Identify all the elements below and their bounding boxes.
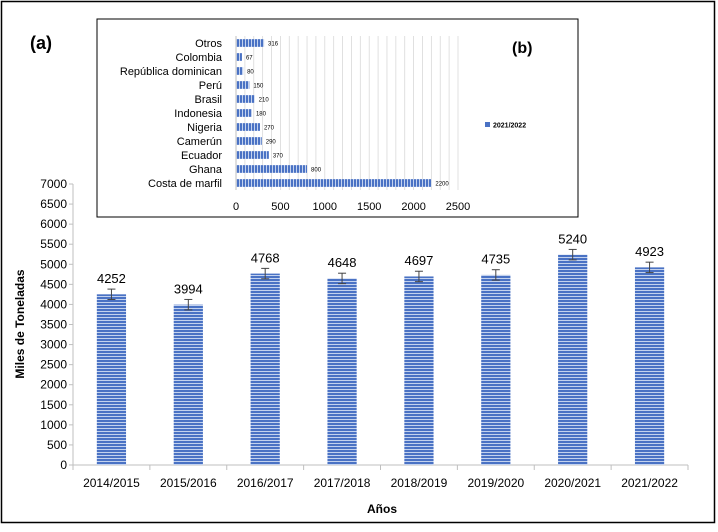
bar-2015-2016 [173, 304, 203, 465]
inset-data-label: 370 [273, 154, 284, 160]
x-tick-label: 2017/2018 [314, 476, 371, 490]
inset-x-tick-label: 500 [271, 201, 289, 213]
y-tick-label: 500 [47, 438, 67, 452]
inset-x-tick-label: 0 [233, 201, 239, 213]
inset-y-tick-label: Ecuador [181, 150, 222, 162]
data-label: 4648 [328, 255, 357, 270]
x-tick-label: 2018/2019 [391, 476, 448, 490]
y-axis-label: Miles de Toneladas [13, 269, 27, 378]
y-tick-label: 2000 [40, 378, 67, 392]
bar-2019-2020 [481, 274, 511, 465]
main-chart-bars: 4252 3994 4768 4648 4697 4735 5240 4923 [96, 231, 665, 465]
bar-2014-2015 [96, 294, 127, 465]
inset-y-tick-label: Camerún [177, 136, 222, 148]
inset-bar-camerún [236, 137, 262, 145]
y-tick-label: 3000 [40, 338, 67, 352]
y-tick-label: 5000 [40, 257, 67, 271]
data-label: 4923 [635, 244, 664, 259]
inset-y-tick-label: Brasil [194, 94, 222, 106]
inset-bar-perú [236, 81, 250, 89]
y-tick-label: 5500 [40, 237, 67, 251]
data-label: 4252 [97, 271, 126, 286]
bar-2021-2022 [634, 267, 665, 465]
inset-data-label: 210 [259, 98, 270, 104]
inset-data-label: 316 [268, 42, 279, 48]
inset-bar-costa-de-marfil [236, 179, 432, 187]
panel-label-a: (a) [30, 33, 52, 53]
legend-label: 2021/2022 [493, 123, 526, 130]
y-tick-label: 6000 [40, 217, 67, 231]
panel-label-b: (b) [512, 40, 532, 57]
inset-data-label: 150 [253, 84, 264, 90]
inset-y-tick-label: Otros [195, 38, 222, 50]
inset-y-tick-label: Costa de marfil [148, 178, 222, 190]
y-tick-label: 1000 [40, 418, 67, 432]
data-label: 4768 [251, 250, 280, 265]
inset-data-label: 270 [264, 126, 275, 132]
inset-bar-colombia [236, 53, 242, 61]
y-tick-label: 4000 [40, 297, 67, 311]
y-tick-label: 3500 [40, 318, 67, 332]
data-label: 3994 [174, 281, 203, 296]
y-tick-label: 0 [60, 458, 67, 472]
y-tick-label: 2500 [40, 358, 67, 372]
y-tick-label: 6500 [40, 197, 67, 211]
inset-legend: 2021/2022 [485, 122, 526, 130]
inset-bar-ecuador [236, 151, 269, 159]
inset-y-tick-label: Nigeria [187, 122, 223, 134]
inset-x-tick-label: 1000 [313, 201, 337, 213]
bar-2020-2021 [558, 254, 588, 465]
x-tick-label: 2016/2017 [237, 476, 294, 490]
x-tick-label: 2015/2016 [160, 476, 217, 490]
inset-data-label: 800 [311, 168, 322, 174]
x-tick-label: 2021/2022 [621, 476, 678, 490]
inset-bar-ghana [236, 165, 308, 173]
legend-swatch [485, 122, 490, 127]
inset-bar-república-dominican [236, 67, 244, 75]
inset-data-label: 180 [256, 112, 267, 118]
inset-y-tick-label: Colombia [176, 52, 223, 64]
data-label: 5240 [558, 231, 587, 246]
inset-y-tick-label: República dominican [120, 66, 222, 78]
inset-data-label: 67 [246, 56, 253, 62]
inset-chart-bars: 2200 800 370 290 270 180 210 150 80 67 316 [236, 39, 449, 188]
bar-2016-2017 [250, 273, 280, 465]
data-label: 4697 [404, 253, 433, 268]
inset-bar-indonesia [236, 109, 252, 117]
x-tick-label: 2020/2021 [544, 476, 601, 490]
data-label: 4735 [481, 252, 510, 267]
inset-data-label: 80 [247, 70, 254, 76]
inset-x-tick-label: 2500 [446, 201, 470, 213]
inset-bar-nigeria [236, 123, 260, 131]
x-axis-label: Años [367, 502, 397, 516]
bar-2017-2018 [327, 278, 357, 465]
x-tick-label: 2019/2020 [467, 476, 524, 490]
inset-y-tick-label: Ghana [189, 164, 223, 176]
y-tick-label: 1500 [40, 398, 67, 412]
inset-bar-brasil [236, 95, 255, 103]
x-tick-label: 2014/2015 [83, 476, 140, 490]
inset-x-tick-label: 1500 [357, 201, 381, 213]
inset-bar-otros [236, 39, 265, 47]
inset-y-tick-label: Indonesia [174, 108, 223, 120]
inset-data-label: 290 [266, 140, 277, 146]
inset-chart-axes: 0 500 1000 1500 2000 2500 Costa de marfil Ghana… [120, 36, 470, 213]
y-tick-label: 7000 [40, 177, 67, 191]
y-tick-label: 4500 [40, 277, 67, 291]
inset-x-tick-label: 2000 [401, 201, 425, 213]
inset-y-tick-label: Perú [199, 80, 222, 92]
inset-data-label: 2200 [435, 182, 449, 188]
bar-2018-2019 [404, 276, 434, 465]
